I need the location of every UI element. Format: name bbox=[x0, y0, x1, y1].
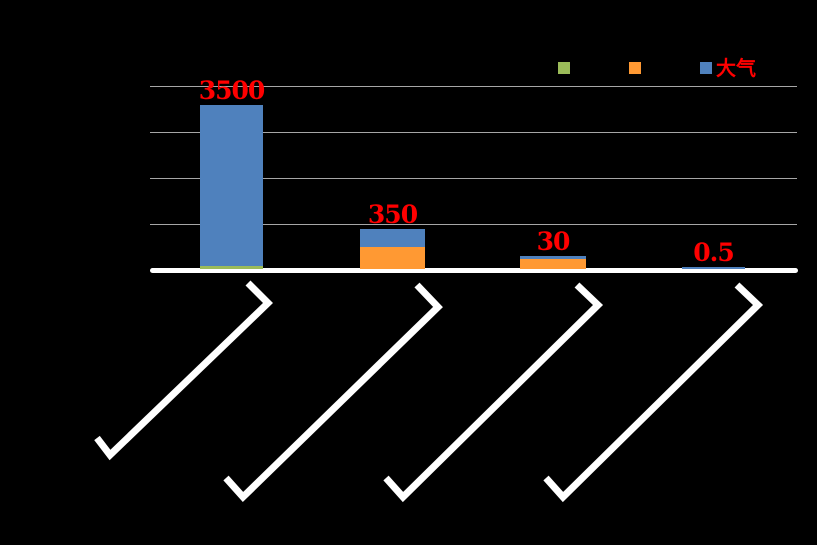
x-axis-baseline bbox=[150, 268, 798, 273]
legend-item-atmosphere: 大气 bbox=[700, 59, 756, 79]
bar-stack bbox=[360, 229, 425, 269]
legend-item-orange bbox=[629, 59, 645, 74]
diagonal-arrow-shape-3 bbox=[383, 282, 604, 503]
green-series-swatch-icon bbox=[558, 62, 570, 74]
bar-stack bbox=[682, 267, 745, 269]
bar-stack bbox=[520, 256, 586, 269]
orange-series-swatch-icon bbox=[629, 62, 641, 74]
bar-stack bbox=[200, 105, 263, 269]
bar-value-label: 30 bbox=[536, 227, 571, 256]
bar-segment-series-orange bbox=[520, 259, 586, 269]
diagonal-arrow-shape-1 bbox=[94, 280, 273, 461]
diagonal-arrow-shape-2 bbox=[223, 282, 443, 503]
bar-segment-series-green bbox=[200, 266, 263, 269]
bar-segment-series-blue bbox=[200, 105, 263, 266]
legend-label-atmosphere: 大气 bbox=[716, 58, 756, 80]
gridline bbox=[150, 178, 797, 179]
gridline bbox=[150, 132, 797, 133]
bar-segment-series-blue bbox=[682, 267, 745, 269]
bar-value-label: 350 bbox=[367, 200, 418, 229]
legend-item-green bbox=[558, 59, 574, 74]
bar-segment-series-blue bbox=[360, 229, 425, 247]
bar-segment-series-orange bbox=[360, 247, 425, 269]
gridline bbox=[150, 86, 797, 87]
bar-value-label: 3500 bbox=[198, 76, 266, 105]
blue-series-swatch-icon bbox=[700, 62, 712, 74]
gridline bbox=[150, 224, 797, 225]
bar-value-label: 0.5 bbox=[693, 238, 735, 267]
diagonal-arrow-shape-4 bbox=[543, 282, 764, 503]
bar-segment-series-blue bbox=[520, 256, 586, 259]
